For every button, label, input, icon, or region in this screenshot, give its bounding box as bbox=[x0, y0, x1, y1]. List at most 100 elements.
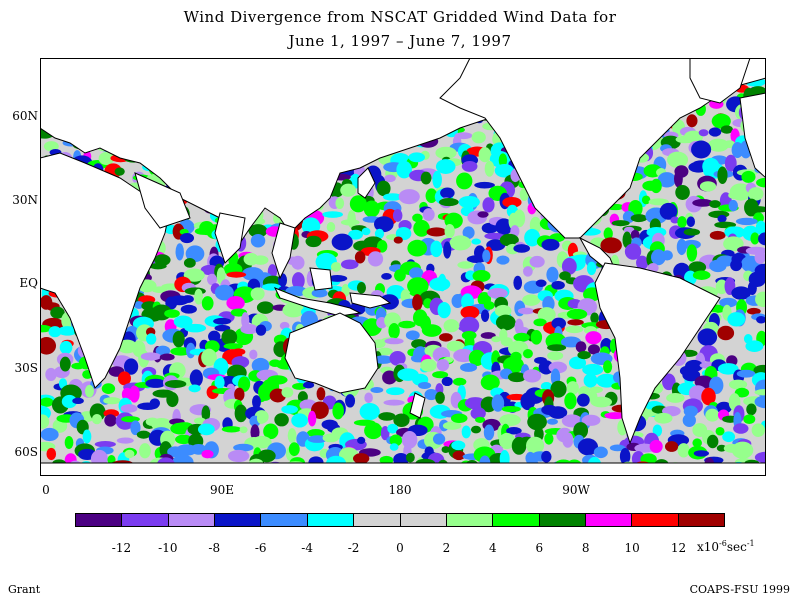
divergence-cell bbox=[45, 367, 57, 382]
divergence-cell bbox=[568, 356, 587, 370]
divergence-cell bbox=[201, 296, 214, 311]
divergence-cell bbox=[709, 200, 721, 209]
divergence-cell bbox=[698, 129, 709, 137]
divergence-cell bbox=[648, 198, 669, 206]
divergence-cell bbox=[551, 317, 567, 329]
divergence-cell bbox=[461, 425, 471, 439]
divergence-cell bbox=[430, 240, 443, 258]
divergence-cell bbox=[149, 263, 167, 270]
divergence-cell bbox=[675, 135, 695, 144]
divergence-cell bbox=[159, 353, 175, 361]
divergence-cell bbox=[728, 199, 738, 212]
divergence-cell bbox=[708, 127, 722, 137]
divergence-cell bbox=[363, 200, 380, 218]
colorbar-tick-label: 0 bbox=[396, 541, 404, 555]
divergence-cell bbox=[472, 270, 491, 282]
divergence-cell bbox=[181, 295, 194, 304]
divergence-cell bbox=[410, 354, 425, 363]
divergence-cell bbox=[446, 340, 465, 352]
divergence-cell bbox=[340, 259, 359, 270]
divergence-cell bbox=[425, 188, 438, 204]
colorbar-tick-label: -6 bbox=[254, 541, 267, 555]
divergence-cell bbox=[470, 425, 482, 434]
divergence-cell bbox=[673, 170, 683, 188]
divergence-cell bbox=[523, 266, 533, 277]
europe-east-edge bbox=[739, 92, 766, 179]
divergence-cell bbox=[530, 330, 543, 345]
divergence-cell bbox=[98, 152, 115, 165]
africa-land bbox=[40, 152, 171, 389]
divergence-cell bbox=[103, 397, 121, 405]
divergence-cell bbox=[188, 384, 201, 393]
divergence-cell bbox=[255, 324, 267, 336]
divergence-cell bbox=[394, 269, 406, 282]
divergence-cell bbox=[348, 229, 364, 240]
divergence-cell bbox=[442, 421, 462, 430]
divergence-cell bbox=[511, 436, 527, 455]
colorbar-swatch bbox=[585, 514, 633, 526]
divergence-cell bbox=[437, 301, 451, 319]
divergence-cell bbox=[523, 349, 533, 359]
divergence-cell bbox=[746, 307, 761, 315]
divergence-cell bbox=[250, 233, 266, 248]
divergence-cell bbox=[501, 405, 521, 413]
divergence-cell bbox=[239, 426, 248, 434]
divergence-cell bbox=[513, 332, 530, 342]
divergence-cell bbox=[250, 287, 265, 301]
divergence-cell bbox=[413, 219, 430, 237]
divergence-cell bbox=[50, 306, 65, 319]
divergence-cell bbox=[155, 345, 171, 356]
new-guinea-land bbox=[349, 292, 392, 309]
divergence-cell bbox=[754, 389, 766, 396]
divergence-cell bbox=[443, 319, 460, 333]
divergence-cell bbox=[461, 293, 474, 310]
divergence-cell bbox=[340, 219, 360, 226]
divergence-cell bbox=[175, 434, 193, 445]
divergence-cell bbox=[544, 432, 554, 445]
divergence-cell bbox=[234, 387, 245, 402]
divergence-cell bbox=[418, 382, 432, 390]
colorbar-swatch bbox=[678, 514, 725, 526]
divergence-cell bbox=[354, 251, 366, 264]
divergence-cell bbox=[305, 235, 322, 248]
divergence-cell bbox=[201, 449, 214, 459]
divergence-cell bbox=[226, 271, 247, 278]
divergence-cell bbox=[307, 410, 317, 427]
divergence-cell bbox=[291, 272, 305, 290]
divergence-cell bbox=[526, 436, 545, 454]
divergence-cell bbox=[130, 420, 141, 436]
divergence-cell bbox=[367, 251, 384, 267]
divergence-cell bbox=[745, 340, 764, 352]
india-land bbox=[214, 212, 246, 264]
divergence-cell bbox=[683, 228, 701, 236]
divergence-cell bbox=[609, 444, 626, 452]
divergence-cell bbox=[728, 191, 742, 200]
divergence-cell bbox=[72, 397, 84, 405]
divergence-cell bbox=[603, 227, 613, 241]
divergence-cell bbox=[499, 233, 519, 247]
divergence-cell bbox=[575, 341, 587, 353]
divergence-cell bbox=[457, 261, 474, 269]
divergence-cell bbox=[71, 362, 85, 370]
divergence-cell bbox=[711, 113, 731, 129]
divergence-cell bbox=[411, 339, 427, 349]
divergence-cell bbox=[513, 275, 523, 290]
divergence-cell bbox=[436, 359, 450, 372]
divergence-cell bbox=[682, 369, 701, 382]
divergence-cell bbox=[650, 178, 662, 194]
divergence-cell bbox=[701, 387, 716, 406]
divergence-cell bbox=[451, 440, 466, 451]
divergence-cell bbox=[316, 387, 326, 401]
divergence-cell bbox=[547, 344, 567, 352]
divergence-cell bbox=[731, 441, 754, 459]
divergence-cell bbox=[377, 240, 388, 253]
divergence-cell bbox=[483, 424, 495, 441]
divergence-cell bbox=[529, 255, 545, 268]
new-zealand-land bbox=[409, 392, 426, 419]
divergence-cell bbox=[517, 307, 535, 315]
divergence-cell bbox=[483, 301, 495, 310]
divergence-cell bbox=[357, 436, 366, 445]
author-credit: Grant bbox=[8, 583, 41, 596]
colorbar-swatch bbox=[261, 514, 308, 526]
divergence-cell bbox=[677, 216, 687, 229]
